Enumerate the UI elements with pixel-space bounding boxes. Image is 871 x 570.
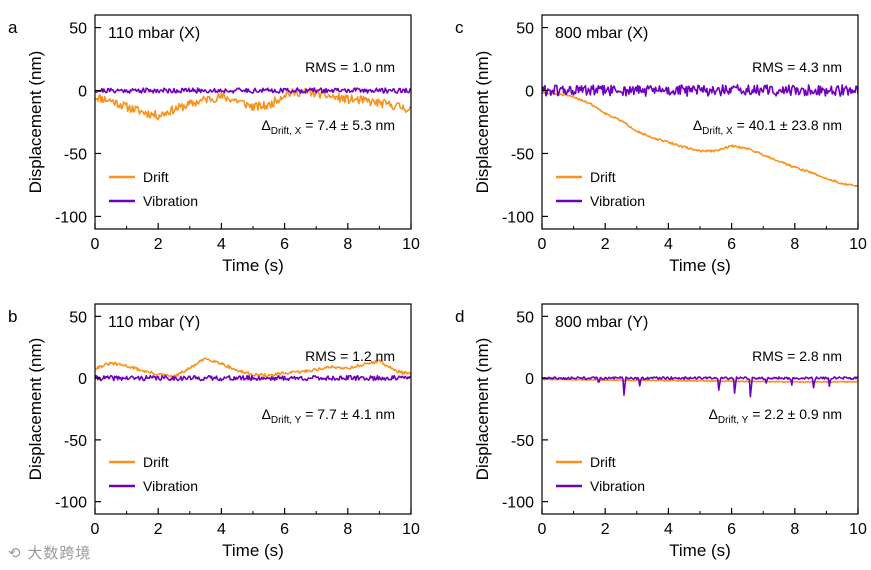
y-tick-label: -50 [64, 433, 87, 450]
y-axis-label: Displacement (nm) [26, 338, 45, 481]
y-tick-label: -50 [511, 146, 534, 163]
watermark: ⟲ 大数跨境 [8, 544, 92, 562]
y-axis-label: Displacement (nm) [473, 338, 492, 481]
x-axis-label: Time (s) [669, 541, 731, 560]
panel-letter: a [8, 18, 18, 37]
rms-annotation: RMS = 4.3 nm [752, 59, 842, 75]
condition-label: 800 mbar (Y) [555, 314, 648, 331]
x-tick-label: 10 [849, 521, 867, 538]
x-tick-label: 2 [601, 236, 610, 253]
x-tick-label: 6 [727, 236, 736, 253]
x-tick-label: 8 [790, 236, 799, 253]
legend-label-drift: Drift [590, 454, 616, 470]
panel-letter: b [8, 307, 17, 326]
y-axis-label: Displacement (nm) [26, 51, 45, 194]
legend-label-drift: Drift [143, 454, 169, 470]
series-line-drift [95, 357, 411, 379]
x-tick-label: 6 [727, 521, 736, 538]
panel-c: c 0 2 4 6 8 10 50 0 -50 -100 Time (s) Displacement (… [455, 14, 867, 275]
x-tick-label: 2 [601, 521, 610, 538]
series-line-vibration [542, 376, 858, 398]
legend-label-drift: Drift [590, 169, 616, 185]
condition-label: 110 mbar (X) [108, 25, 200, 42]
x-tick-label: 0 [91, 236, 100, 253]
x-tick-label: 10 [402, 521, 420, 538]
panel-letter: c [455, 18, 464, 37]
series-line-vibration [542, 84, 858, 97]
drift-annotation: ΔDrift, Y = 2.2 ± 0.9 nm [709, 406, 842, 426]
y-tick-label: -100 [55, 495, 87, 512]
y-tick-label: -100 [502, 495, 534, 512]
panel-a: a 0 2 4 6 8 10 50 0 -50 -100 Time (s) Displacement (… [8, 14, 420, 275]
rms-annotation: RMS = 2.8 nm [752, 348, 842, 364]
condition-label: 800 mbar (X) [555, 25, 648, 42]
x-tick-label: 10 [402, 236, 420, 253]
series-line-drift [95, 87, 411, 121]
series-line-drift [542, 378, 858, 384]
y-tick-label: 0 [525, 84, 534, 101]
y-tick-label: 50 [516, 309, 534, 326]
drift-annotation: ΔDrift, X = 40.1 ± 23.8 nm [693, 117, 842, 137]
x-tick-label: 6 [280, 521, 289, 538]
series-line-vibration [95, 374, 411, 382]
x-tick-label: 0 [91, 521, 100, 538]
x-tick-label: 4 [217, 521, 226, 538]
y-tick-label: -50 [511, 433, 534, 450]
drift-annotation: ΔDrift, Y = 7.7 ± 4.1 nm [262, 406, 395, 426]
y-tick-label: 50 [69, 21, 87, 38]
panel-letter: d [455, 307, 464, 326]
x-axis-label: Time (s) [222, 256, 284, 275]
rms-annotation: RMS = 1.2 nm [305, 348, 395, 364]
y-tick-label: 0 [78, 371, 87, 388]
y-axis-label: Displacement (nm) [473, 51, 492, 194]
x-tick-label: 8 [343, 236, 352, 253]
y-tick-label: 0 [78, 84, 87, 101]
y-tick-label: -50 [64, 146, 87, 163]
panel-d: d 0 2 4 6 8 10 50 0 -50 -100 Time (s) Displacement (… [455, 303, 867, 560]
legend-label-vibration: Vibration [143, 193, 198, 209]
y-tick-label: 50 [516, 21, 534, 38]
x-axis-label: Time (s) [669, 256, 731, 275]
rms-annotation: RMS = 1.0 nm [305, 59, 395, 75]
y-tick-label: -100 [55, 209, 87, 226]
panel-b: b 0 2 4 6 8 10 50 0 -50 -100 Time (s) Displacement (… [8, 303, 420, 560]
legend-label-drift: Drift [143, 169, 169, 185]
x-tick-label: 2 [154, 521, 163, 538]
x-tick-label: 8 [343, 521, 352, 538]
series-line-drift [542, 91, 858, 188]
legend-label-vibration: Vibration [590, 478, 645, 494]
y-tick-label: 50 [69, 309, 87, 326]
y-tick-label: -100 [502, 209, 534, 226]
x-axis-label: Time (s) [222, 541, 284, 560]
x-tick-label: 4 [217, 236, 226, 253]
x-tick-label: 8 [790, 521, 799, 538]
y-tick-label: 0 [525, 371, 534, 388]
drift-annotation: ΔDrift, X = 7.4 ± 5.3 nm [261, 117, 395, 137]
condition-label: 110 mbar (Y) [108, 314, 200, 331]
x-tick-label: 6 [280, 236, 289, 253]
x-tick-label: 2 [154, 236, 163, 253]
x-tick-label: 0 [538, 521, 547, 538]
series-line-vibration [95, 87, 411, 94]
x-tick-label: 0 [538, 236, 547, 253]
x-tick-label: 10 [849, 236, 867, 253]
x-tick-label: 4 [664, 236, 673, 253]
x-tick-label: 4 [664, 521, 673, 538]
legend-label-vibration: Vibration [590, 193, 645, 209]
legend-label-vibration: Vibration [143, 478, 198, 494]
